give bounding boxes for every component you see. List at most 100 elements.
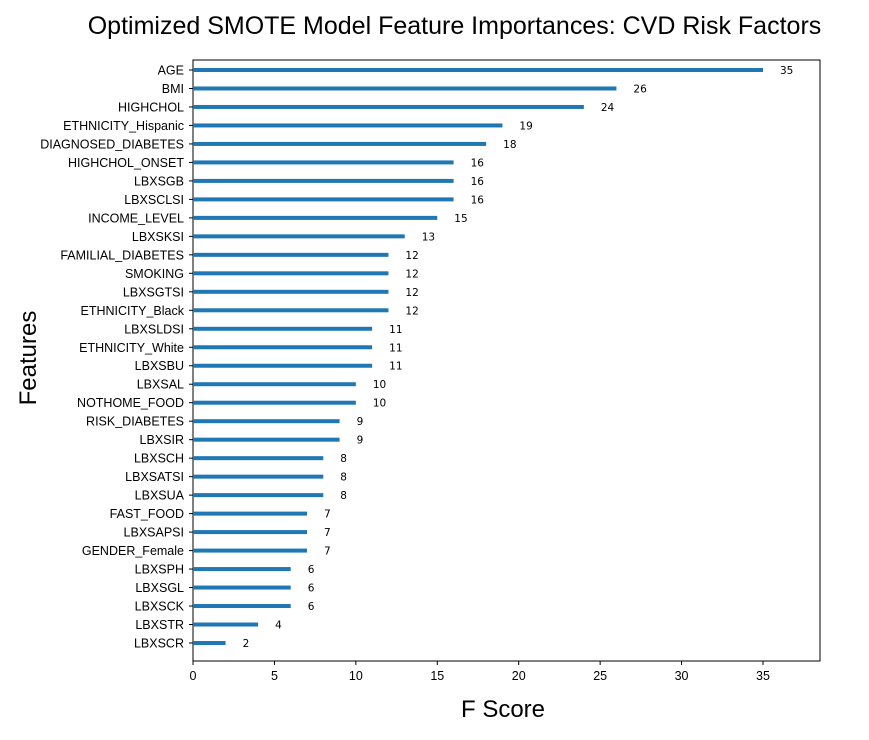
data-label: 7 xyxy=(324,509,331,521)
bar xyxy=(193,308,389,313)
data-label: 8 xyxy=(340,490,347,502)
bar xyxy=(193,641,226,645)
y-tick-label: SMOKING xyxy=(125,267,184,281)
y-axis-ticks: AGE BMI HIGHCHOL ETHNICITY_Hispanic DIAGNOSE… xyxy=(40,64,193,651)
bar xyxy=(193,400,356,405)
bar xyxy=(193,141,487,146)
plot-frame xyxy=(192,59,821,662)
y-tick-label: FAST_FOOD xyxy=(110,507,184,521)
data-label: 2 xyxy=(243,638,250,650)
data-label: 16 xyxy=(471,194,485,206)
y-tick-label: LBXSGL xyxy=(135,581,184,595)
y-tick-label: LBXSLDSI xyxy=(124,322,184,336)
bar xyxy=(193,363,373,368)
data-label: 6 xyxy=(308,583,315,595)
y-tick-label: LBXSUA xyxy=(135,489,185,503)
bar xyxy=(193,419,340,424)
bar xyxy=(193,548,307,553)
data-label: 13 xyxy=(422,231,435,243)
bar xyxy=(193,345,373,350)
bar xyxy=(193,456,324,461)
bar xyxy=(193,622,259,627)
bar xyxy=(193,252,389,257)
data-label: 16 xyxy=(471,157,485,169)
x-tick-label: 20 xyxy=(512,669,526,683)
bar xyxy=(193,567,291,572)
data-label: 18 xyxy=(503,139,516,151)
data-label: 8 xyxy=(340,472,347,484)
y-tick-label: LBXSBU xyxy=(135,359,184,373)
y-tick-label: LBXSTR xyxy=(135,618,184,632)
data-label: 11 xyxy=(389,361,402,373)
bar xyxy=(193,530,307,535)
y-tick-label: HIGHCHOL_ONSET xyxy=(68,156,184,170)
y-tick-label: LBXSCK xyxy=(135,600,185,614)
y-tick-label: LBXSKSI xyxy=(132,230,184,244)
data-label: 19 xyxy=(519,120,532,132)
data-label: 8 xyxy=(340,453,347,465)
x-tick-label: 15 xyxy=(430,669,444,683)
y-tick-label: LBXSIR xyxy=(140,433,184,447)
y-tick-label: DIAGNOSED_DIABETES xyxy=(40,137,184,151)
y-tick-label: ETHNICITY_Black xyxy=(81,304,185,318)
bar xyxy=(193,493,324,498)
data-label: 26 xyxy=(633,83,647,95)
data-label: 12 xyxy=(405,250,418,262)
bar xyxy=(193,123,503,128)
y-tick-label: LBXSCLSI xyxy=(124,193,184,207)
y-tick-label: BMI xyxy=(162,82,184,96)
data-label: 12 xyxy=(405,305,418,317)
data-label: 16 xyxy=(471,176,485,188)
bar xyxy=(193,86,617,91)
y-tick-label: HIGHCHOL xyxy=(118,100,184,114)
data-labels-group: 3526241918161616151312121212111111101099… xyxy=(243,65,794,650)
bar xyxy=(193,585,291,590)
data-label: 6 xyxy=(308,601,315,613)
data-label: 7 xyxy=(324,527,331,539)
y-tick-label: LBXSATSI xyxy=(125,470,184,484)
x-tick-label: 25 xyxy=(593,669,607,683)
bar xyxy=(193,197,454,202)
data-label: 9 xyxy=(357,435,364,447)
bar xyxy=(193,474,324,479)
bar xyxy=(193,326,373,331)
y-tick-label: LBXSCH xyxy=(134,452,184,466)
y-tick-label: ETHNICITY_White xyxy=(79,341,184,355)
y-tick-label: FAMILIAL_DIABETES xyxy=(60,248,184,262)
x-axis-ticks: 0 5 10 15 20 25 30 35 xyxy=(190,661,770,683)
bar xyxy=(193,160,454,165)
y-tick-label: LBXSGTSI xyxy=(123,285,184,299)
bar xyxy=(193,271,389,276)
data-label: 11 xyxy=(389,324,402,336)
bar xyxy=(193,437,340,442)
bars-group xyxy=(193,68,763,645)
bar xyxy=(193,604,291,609)
data-label: 4 xyxy=(275,620,282,632)
data-label: 12 xyxy=(405,287,418,299)
bar xyxy=(193,511,307,516)
bar xyxy=(193,289,389,294)
data-label: 9 xyxy=(357,416,364,428)
y-axis-title: Features xyxy=(15,311,42,406)
x-tick-label: 10 xyxy=(349,669,363,683)
x-tick-label: 5 xyxy=(271,669,278,683)
y-tick-label: LBXSAPSI xyxy=(124,526,184,540)
y-tick-label: NOTHOME_FOOD xyxy=(77,396,184,410)
y-tick-label: RISK_DIABETES xyxy=(86,415,184,429)
data-label: 11 xyxy=(389,342,402,354)
data-label: 35 xyxy=(780,65,793,77)
data-label: 24 xyxy=(601,102,615,114)
data-label: 10 xyxy=(373,379,386,391)
bar xyxy=(193,215,438,220)
x-tick-label: 35 xyxy=(756,669,770,683)
y-tick-label: GENDER_Female xyxy=(82,544,184,558)
chart-title: Optimized SMOTE Model Feature Importance… xyxy=(87,12,822,40)
y-tick-label: LBXSGB xyxy=(134,174,184,188)
y-tick-label: INCOME_LEVEL xyxy=(88,211,184,225)
bar xyxy=(193,178,454,183)
x-axis-title: F Score xyxy=(461,696,545,723)
bar xyxy=(193,68,763,72)
y-tick-label: LBXSAL xyxy=(137,378,184,392)
x-tick-label: 30 xyxy=(675,669,689,683)
